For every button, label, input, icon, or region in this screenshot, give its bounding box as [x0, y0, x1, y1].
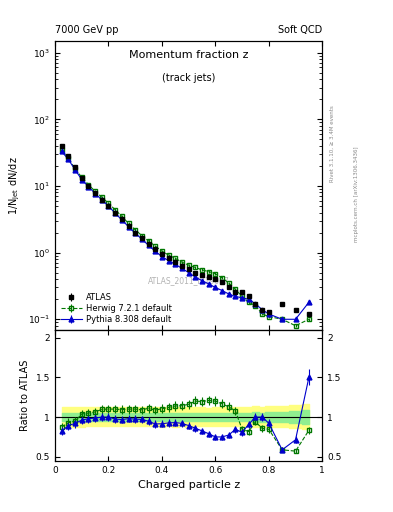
Y-axis label: Ratio to ATLAS: Ratio to ATLAS [20, 359, 30, 431]
Text: Soft QCD: Soft QCD [278, 25, 322, 35]
Text: ATLAS_2011_I919017: ATLAS_2011_I919017 [148, 276, 230, 285]
Text: 7000 GeV pp: 7000 GeV pp [55, 25, 119, 35]
Text: (track jets): (track jets) [162, 73, 215, 83]
Y-axis label: 1/N$_{\rm jet}$ dN/dz: 1/N$_{\rm jet}$ dN/dz [8, 156, 22, 215]
X-axis label: Charged particle z: Charged particle z [138, 480, 240, 490]
Text: Momentum fraction z: Momentum fraction z [129, 50, 248, 59]
Legend: ATLAS, Herwig 7.2.1 default, Pythia 8.308 default: ATLAS, Herwig 7.2.1 default, Pythia 8.30… [59, 291, 173, 326]
Text: Rivet 3.1.10, ≥ 3.4M events: Rivet 3.1.10, ≥ 3.4M events [330, 105, 335, 182]
Text: mcplots.cern.ch [arXiv:1306.3436]: mcplots.cern.ch [arXiv:1306.3436] [354, 147, 359, 242]
